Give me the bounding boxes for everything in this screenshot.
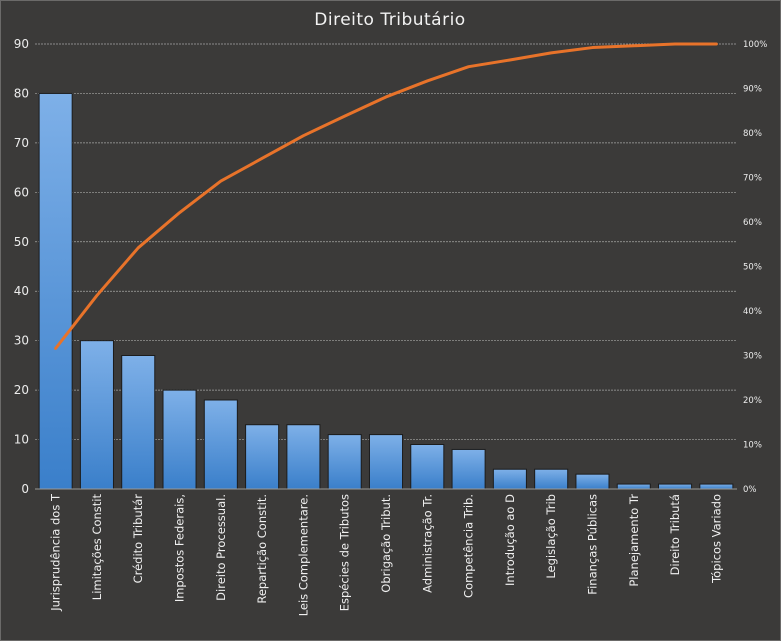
x-tick-label: Espécies de Tributos bbox=[338, 494, 352, 611]
bar bbox=[38, 92, 73, 490]
y2-tick-label: 70% bbox=[743, 174, 762, 184]
y2-tick-label: 90% bbox=[743, 85, 762, 95]
x-tick-label: Leis Complementare. bbox=[296, 494, 310, 616]
y2-tick-label: 20% bbox=[743, 396, 762, 406]
x-tick-label: Direito Tributá bbox=[668, 494, 682, 575]
y-tick-label: 10 bbox=[14, 433, 29, 447]
x-tick-label: Obrigação Tribut. bbox=[379, 494, 393, 593]
line-point bbox=[632, 44, 635, 47]
bar bbox=[203, 399, 238, 490]
line-point bbox=[591, 46, 594, 49]
bar bbox=[245, 424, 280, 490]
line-point bbox=[426, 79, 429, 83]
x-tick-label: Limitações Constit bbox=[90, 494, 104, 601]
line-point bbox=[508, 58, 512, 62]
bar bbox=[286, 424, 321, 490]
x-tick-label: Jurisprudência dos T bbox=[49, 493, 63, 612]
y2-tick-label: 50% bbox=[743, 263, 762, 273]
line-point bbox=[137, 246, 140, 250]
y2-tick-label: 60% bbox=[743, 218, 762, 228]
bar bbox=[79, 340, 114, 490]
cumulative-line-layer bbox=[54, 42, 718, 350]
bar bbox=[368, 434, 404, 490]
line-point bbox=[54, 347, 57, 350]
y2-tick-label: 0% bbox=[743, 485, 757, 495]
x-tick-label: Tópicos Variado bbox=[709, 494, 723, 584]
line-point bbox=[343, 114, 346, 118]
y-tick-label: 30 bbox=[14, 334, 29, 348]
x-tick-label: Impostos Federais, bbox=[173, 494, 187, 602]
cumulative-line bbox=[54, 42, 718, 350]
left-axis-ticks: 0 10 20 30 40 50 60 70 80 90 bbox=[14, 37, 29, 496]
line-point bbox=[673, 42, 677, 46]
y2-tick-label: 100% bbox=[743, 40, 767, 50]
y-tick-label: 60 bbox=[14, 185, 29, 199]
line-point bbox=[219, 179, 223, 183]
x-tick-label: Legislação Trib bbox=[544, 494, 558, 579]
bar bbox=[658, 483, 693, 490]
x-tick-label: Administração Tr. bbox=[420, 494, 434, 593]
y-tick-label: 80 bbox=[14, 86, 29, 100]
y-tick-label: 40 bbox=[14, 284, 29, 298]
bar bbox=[327, 434, 362, 490]
y2-tick-label: 10% bbox=[743, 441, 762, 451]
line-point bbox=[260, 157, 264, 160]
line-point bbox=[549, 51, 553, 55]
bar bbox=[575, 473, 610, 490]
y-tick-label: 0 bbox=[21, 482, 29, 496]
bar bbox=[162, 389, 197, 490]
category-labels: Jurisprudência dos T Limitações Constit Cr… bbox=[49, 493, 724, 616]
bar bbox=[616, 483, 651, 490]
x-tick-label: Planejamento Tr bbox=[627, 494, 641, 587]
y-tick-label: 20 bbox=[14, 383, 29, 397]
y-tick-label: 70 bbox=[14, 136, 29, 150]
y2-tick-label: 30% bbox=[743, 352, 762, 362]
line-point bbox=[467, 65, 470, 68]
right-axis-ticks: 0% 10% 20% 30% 40% 50% 60% 70% 80% 90% 100% bbox=[743, 40, 767, 495]
x-tick-label: Crédito Tributár bbox=[131, 494, 145, 584]
line-point bbox=[178, 211, 181, 214]
y2-tick-label: 80% bbox=[743, 129, 762, 139]
x-tick-label: Direito Processual. bbox=[214, 494, 228, 601]
line-point bbox=[384, 95, 388, 99]
bar bbox=[121, 355, 156, 490]
bars bbox=[38, 92, 734, 490]
x-tick-label: Introdução ao D bbox=[503, 494, 517, 586]
bar bbox=[492, 468, 527, 490]
y2-tick-label: 40% bbox=[743, 307, 762, 317]
bar bbox=[451, 448, 486, 490]
y-tick-label: 50 bbox=[14, 235, 29, 249]
x-tick-label: Repartição Constit. bbox=[255, 494, 269, 604]
line-point bbox=[302, 134, 305, 137]
line-point bbox=[715, 42, 718, 46]
line-point bbox=[95, 294, 99, 297]
chart-title: Direito Tributário bbox=[314, 10, 465, 30]
x-tick-label: Competência Trib. bbox=[462, 494, 476, 598]
y-tick-label: 90 bbox=[14, 37, 29, 51]
bar bbox=[410, 444, 445, 490]
bar bbox=[534, 468, 569, 490]
x-tick-label: Finanças Públicas bbox=[585, 494, 599, 595]
bar bbox=[699, 483, 734, 490]
